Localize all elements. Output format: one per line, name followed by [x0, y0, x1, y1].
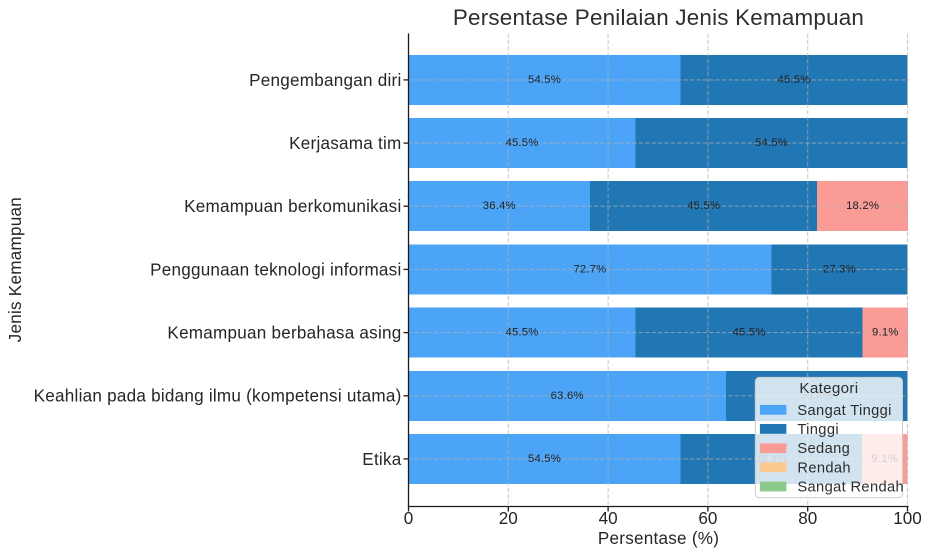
svg-text:100: 100 — [893, 509, 922, 528]
svg-text:40: 40 — [599, 509, 618, 528]
svg-text:Kategori: Kategori — [799, 380, 858, 397]
svg-text:45.5%: 45.5% — [505, 327, 538, 339]
svg-text:63.6%: 63.6% — [551, 390, 584, 402]
svg-text:45.5%: 45.5% — [687, 200, 720, 212]
svg-text:54.5%: 54.5% — [528, 74, 561, 86]
svg-text:Rendah: Rendah — [797, 460, 851, 476]
svg-text:Persentase Penilaian Jenis Kem: Persentase Penilaian Jenis Kemampuan — [453, 5, 864, 30]
svg-text:45.5%: 45.5% — [733, 327, 766, 339]
svg-text:20: 20 — [499, 509, 518, 528]
svg-text:Penggunaan teknologi informasi: Penggunaan teknologi informasi — [150, 260, 401, 279]
svg-text:45.5%: 45.5% — [777, 74, 810, 86]
svg-text:Sangat Rendah: Sangat Rendah — [797, 480, 904, 496]
svg-text:72.7%: 72.7% — [573, 263, 606, 275]
svg-text:54.5%: 54.5% — [528, 453, 561, 465]
svg-text:Sangat Tinggi: Sangat Tinggi — [797, 403, 891, 419]
svg-text:60: 60 — [698, 509, 717, 528]
svg-text:Persentase (%): Persentase (%) — [598, 529, 719, 548]
svg-text:27.3%: 27.3% — [823, 263, 856, 275]
svg-text:Kemampuan berbahasa asing: Kemampuan berbahasa asing — [167, 324, 401, 343]
svg-text:9.1%: 9.1% — [872, 327, 899, 339]
svg-text:Etika: Etika — [362, 450, 401, 469]
svg-text:Kemampuan berkomunikasi: Kemampuan berkomunikasi — [184, 197, 401, 216]
svg-text:54.5%: 54.5% — [755, 137, 788, 149]
svg-text:36.4%: 36.4% — [483, 200, 516, 212]
svg-text:18.2%: 18.2% — [846, 200, 879, 212]
svg-text:80: 80 — [798, 509, 817, 528]
svg-text:Pengembangan diri: Pengembangan diri — [249, 71, 401, 90]
svg-text:Sedang: Sedang — [797, 441, 850, 457]
svg-text:Jenis Kemampuan: Jenis Kemampuan — [6, 197, 25, 342]
svg-text:Keahlian pada bidang ilmu (kom: Keahlian pada bidang ilmu (kompetensi ut… — [34, 387, 402, 406]
svg-text:0: 0 — [404, 509, 414, 528]
svg-text:45.5%: 45.5% — [505, 137, 538, 149]
svg-text:Kerjasama tim: Kerjasama tim — [289, 134, 401, 153]
svg-text:Tinggi: Tinggi — [797, 422, 839, 438]
